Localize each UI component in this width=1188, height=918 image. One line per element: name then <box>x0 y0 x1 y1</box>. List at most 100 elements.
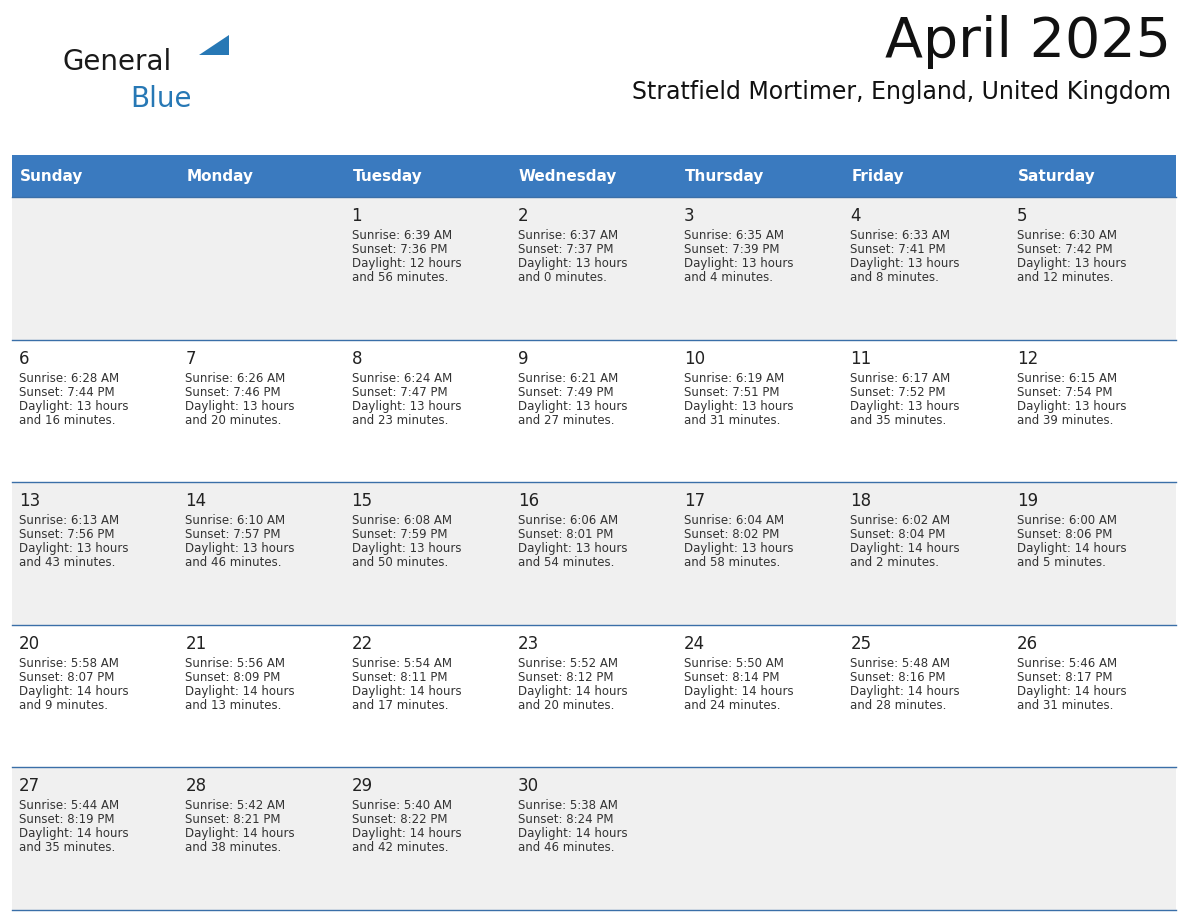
Text: and 43 minutes.: and 43 minutes. <box>19 556 115 569</box>
Text: Sunrise: 5:44 AM: Sunrise: 5:44 AM <box>19 800 119 812</box>
Text: Stratfield Mortimer, England, United Kingdom: Stratfield Mortimer, England, United Kin… <box>632 80 1171 104</box>
Text: Sunrise: 6:10 AM: Sunrise: 6:10 AM <box>185 514 285 527</box>
Text: Daylight: 14 hours: Daylight: 14 hours <box>518 827 627 840</box>
Text: Sunrise: 5:40 AM: Sunrise: 5:40 AM <box>352 800 451 812</box>
Text: Daylight: 14 hours: Daylight: 14 hours <box>19 827 128 840</box>
Bar <box>12 482 1176 625</box>
Text: Daylight: 13 hours: Daylight: 13 hours <box>684 543 794 555</box>
Text: Sunrise: 6:30 AM: Sunrise: 6:30 AM <box>1017 229 1117 242</box>
Text: Sunrise: 5:38 AM: Sunrise: 5:38 AM <box>518 800 618 812</box>
Text: General: General <box>62 48 171 76</box>
Text: Sunset: 8:07 PM: Sunset: 8:07 PM <box>19 671 114 684</box>
Text: 1: 1 <box>352 207 362 225</box>
Text: and 39 minutes.: and 39 minutes. <box>1017 414 1113 427</box>
Text: and 31 minutes.: and 31 minutes. <box>1017 699 1113 711</box>
Text: and 28 minutes.: and 28 minutes. <box>851 699 947 711</box>
Text: Daylight: 13 hours: Daylight: 13 hours <box>1017 257 1126 270</box>
Text: Sunset: 8:09 PM: Sunset: 8:09 PM <box>185 671 280 684</box>
Text: Sunset: 7:51 PM: Sunset: 7:51 PM <box>684 386 779 398</box>
Text: Sunset: 7:47 PM: Sunset: 7:47 PM <box>352 386 447 398</box>
Text: Sunset: 7:44 PM: Sunset: 7:44 PM <box>19 386 114 398</box>
Text: Wednesday: Wednesday <box>519 169 618 184</box>
Text: Sunset: 8:04 PM: Sunset: 8:04 PM <box>851 528 946 542</box>
Bar <box>12 197 1176 340</box>
Text: and 20 minutes.: and 20 minutes. <box>518 699 614 711</box>
Text: Daylight: 13 hours: Daylight: 13 hours <box>352 543 461 555</box>
Text: Sunrise: 6:26 AM: Sunrise: 6:26 AM <box>185 372 285 385</box>
Text: 4: 4 <box>851 207 861 225</box>
Text: 25: 25 <box>851 635 872 653</box>
Bar <box>12 340 1176 482</box>
Text: Sunset: 7:56 PM: Sunset: 7:56 PM <box>19 528 114 542</box>
Text: and 20 minutes.: and 20 minutes. <box>185 414 282 427</box>
Text: and 42 minutes.: and 42 minutes. <box>352 842 448 855</box>
Text: Sunset: 7:46 PM: Sunset: 7:46 PM <box>185 386 280 398</box>
Text: Sunrise: 5:58 AM: Sunrise: 5:58 AM <box>19 656 119 670</box>
Text: and 0 minutes.: and 0 minutes. <box>518 271 607 284</box>
Text: Sunrise: 6:24 AM: Sunrise: 6:24 AM <box>352 372 451 385</box>
Text: Sunrise: 6:28 AM: Sunrise: 6:28 AM <box>19 372 119 385</box>
Text: Thursday: Thursday <box>685 169 765 184</box>
Text: and 27 minutes.: and 27 minutes. <box>518 414 614 427</box>
Text: Sunrise: 6:19 AM: Sunrise: 6:19 AM <box>684 372 784 385</box>
Text: and 4 minutes.: and 4 minutes. <box>684 271 773 284</box>
Text: 28: 28 <box>185 778 207 795</box>
Text: and 12 minutes.: and 12 minutes. <box>1017 271 1113 284</box>
Text: 8: 8 <box>352 350 362 367</box>
Text: Monday: Monday <box>187 169 253 184</box>
Text: Saturday: Saturday <box>1018 169 1095 184</box>
Text: Daylight: 14 hours: Daylight: 14 hours <box>352 827 461 840</box>
Text: Daylight: 13 hours: Daylight: 13 hours <box>518 257 627 270</box>
Bar <box>12 767 1176 910</box>
Bar <box>12 625 1176 767</box>
Text: Sunset: 7:59 PM: Sunset: 7:59 PM <box>352 528 447 542</box>
Text: Daylight: 12 hours: Daylight: 12 hours <box>352 257 461 270</box>
Text: Sunset: 8:06 PM: Sunset: 8:06 PM <box>1017 528 1112 542</box>
Text: Daylight: 13 hours: Daylight: 13 hours <box>851 399 960 412</box>
Text: Sunrise: 6:00 AM: Sunrise: 6:00 AM <box>1017 514 1117 527</box>
Text: Daylight: 14 hours: Daylight: 14 hours <box>851 543 960 555</box>
Text: 2: 2 <box>518 207 529 225</box>
Text: Daylight: 14 hours: Daylight: 14 hours <box>684 685 794 698</box>
Text: 18: 18 <box>851 492 872 510</box>
Text: Daylight: 14 hours: Daylight: 14 hours <box>352 685 461 698</box>
Text: Sunrise: 5:42 AM: Sunrise: 5:42 AM <box>185 800 285 812</box>
Text: Sunset: 7:39 PM: Sunset: 7:39 PM <box>684 243 779 256</box>
Text: Sunrise: 5:48 AM: Sunrise: 5:48 AM <box>851 656 950 670</box>
Text: Sunrise: 5:50 AM: Sunrise: 5:50 AM <box>684 656 784 670</box>
Text: Daylight: 13 hours: Daylight: 13 hours <box>518 543 627 555</box>
Text: 30: 30 <box>518 778 539 795</box>
Text: Sunset: 8:24 PM: Sunset: 8:24 PM <box>518 813 613 826</box>
Polygon shape <box>200 35 229 55</box>
Text: Sunset: 7:36 PM: Sunset: 7:36 PM <box>352 243 447 256</box>
Text: and 24 minutes.: and 24 minutes. <box>684 699 781 711</box>
Text: Sunset: 8:12 PM: Sunset: 8:12 PM <box>518 671 613 684</box>
Text: Sunset: 7:49 PM: Sunset: 7:49 PM <box>518 386 613 398</box>
Text: 7: 7 <box>185 350 196 367</box>
Text: 11: 11 <box>851 350 872 367</box>
Text: 5: 5 <box>1017 207 1028 225</box>
Text: 29: 29 <box>352 778 373 795</box>
Text: and 56 minutes.: and 56 minutes. <box>352 271 448 284</box>
Text: Tuesday: Tuesday <box>353 169 422 184</box>
Text: 3: 3 <box>684 207 695 225</box>
Text: 26: 26 <box>1017 635 1038 653</box>
Text: Blue: Blue <box>129 85 191 113</box>
Text: 13: 13 <box>19 492 40 510</box>
Text: 22: 22 <box>352 635 373 653</box>
Text: and 46 minutes.: and 46 minutes. <box>185 556 282 569</box>
Text: Daylight: 13 hours: Daylight: 13 hours <box>185 399 295 412</box>
Text: Daylight: 13 hours: Daylight: 13 hours <box>684 257 794 270</box>
Text: Sunset: 7:57 PM: Sunset: 7:57 PM <box>185 528 280 542</box>
Text: and 54 minutes.: and 54 minutes. <box>518 556 614 569</box>
Text: Daylight: 14 hours: Daylight: 14 hours <box>1017 543 1126 555</box>
Text: 21: 21 <box>185 635 207 653</box>
Text: Sunset: 7:41 PM: Sunset: 7:41 PM <box>851 243 946 256</box>
Text: Sunset: 7:52 PM: Sunset: 7:52 PM <box>851 386 946 398</box>
Text: Sunrise: 6:17 AM: Sunrise: 6:17 AM <box>851 372 950 385</box>
Text: Sunset: 7:37 PM: Sunset: 7:37 PM <box>518 243 613 256</box>
Text: Sunrise: 6:15 AM: Sunrise: 6:15 AM <box>1017 372 1117 385</box>
Text: Sunset: 8:19 PM: Sunset: 8:19 PM <box>19 813 114 826</box>
Text: 27: 27 <box>19 778 40 795</box>
Text: Sunrise: 6:33 AM: Sunrise: 6:33 AM <box>851 229 950 242</box>
